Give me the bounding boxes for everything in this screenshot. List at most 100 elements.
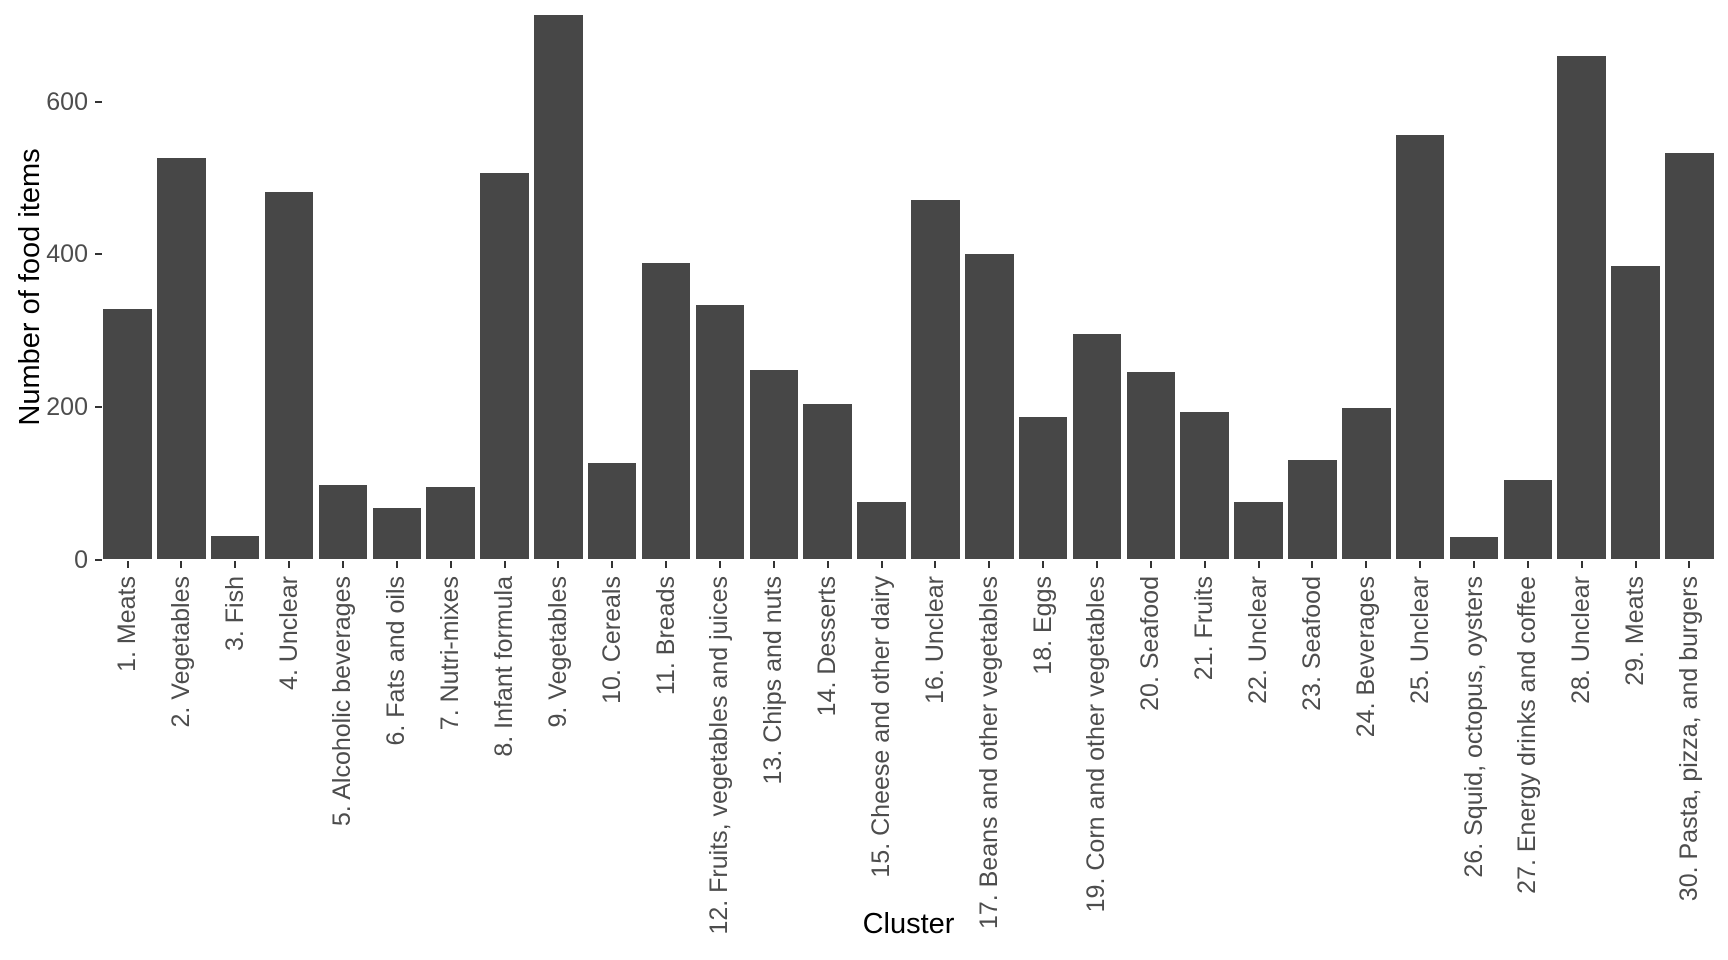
x-axis-tick-mark xyxy=(234,561,237,568)
bar xyxy=(1611,265,1660,560)
bar xyxy=(1072,333,1122,560)
x-axis-tick-label: 29. Meats xyxy=(1621,576,1650,686)
bar xyxy=(1665,152,1714,560)
x-axis-tick-mark xyxy=(1365,561,1368,568)
x-axis-tick-label: 17. Beans and other vegetables xyxy=(974,576,1003,930)
x-axis-tick-mark xyxy=(880,561,883,568)
bar xyxy=(480,172,529,560)
x-axis-tick-mark xyxy=(611,561,614,568)
x-axis-tick-mark xyxy=(718,561,721,568)
y-axis-tick-label: 200 xyxy=(46,392,88,421)
x-axis-tick-mark xyxy=(395,561,398,568)
bar xyxy=(157,158,206,560)
bar xyxy=(1018,416,1068,560)
bar xyxy=(749,370,799,560)
y-axis-tick-label: 600 xyxy=(46,87,88,116)
x-axis-tick-mark xyxy=(1688,561,1691,568)
bar xyxy=(641,263,691,560)
x-axis-tick-label: 15. Cheese and other dairy xyxy=(867,576,896,878)
bar xyxy=(426,487,475,560)
bar xyxy=(103,309,152,560)
bar xyxy=(587,463,637,560)
y-axis-tick-mark xyxy=(94,558,102,561)
x-axis-tick-mark xyxy=(503,561,506,568)
x-axis-tick-mark xyxy=(180,561,183,568)
x-axis-tick-label: 7. Nutri-mixes xyxy=(436,576,465,731)
x-axis-tick-label: 3. Fish xyxy=(220,576,249,652)
bar xyxy=(318,484,368,560)
y-axis-tick-mark xyxy=(94,100,102,103)
x-axis-tick-label: 22. Unclear xyxy=(1244,576,1273,704)
x-axis-tick-mark xyxy=(1634,561,1637,568)
bar xyxy=(1234,501,1283,560)
x-axis-tick-mark xyxy=(1419,561,1422,568)
x-axis-tick-mark xyxy=(126,561,129,568)
x-axis-tick-label: 8. Infant formula xyxy=(490,576,519,757)
bar xyxy=(1180,412,1229,560)
x-axis-tick-label: 21. Fruits xyxy=(1190,576,1219,681)
x-axis-tick-mark xyxy=(1203,561,1206,568)
x-axis-tick-mark xyxy=(1526,561,1529,568)
bar xyxy=(210,535,260,560)
y-axis-tick-mark xyxy=(94,253,102,256)
x-axis-tick-label: 13. Chips and nuts xyxy=(759,576,788,785)
bar xyxy=(965,254,1014,560)
x-axis-tick-label: 18. Eggs xyxy=(1028,576,1057,675)
x-axis-tick-mark xyxy=(1149,561,1152,568)
x-axis-tick-label: 28. Unclear xyxy=(1567,576,1596,704)
bar xyxy=(372,508,422,560)
x-axis-tick-label: 12. Fruits, vegetables and juices xyxy=(705,576,734,935)
y-axis-tick-label: 400 xyxy=(46,240,88,269)
x-axis-tick-label: 5. Alcoholic beverages xyxy=(328,576,357,827)
x-axis-tick-label: 20. Seafood xyxy=(1136,576,1165,711)
x-axis-tick-mark xyxy=(988,561,991,568)
x-axis-title: Cluster xyxy=(862,908,955,940)
bar xyxy=(1449,537,1499,560)
x-axis-tick-label: 6. Fats and oils xyxy=(382,576,411,746)
bar xyxy=(1288,459,1337,560)
bar xyxy=(1342,407,1391,560)
bar xyxy=(695,304,745,560)
x-axis-tick-label: 1. Meats xyxy=(113,576,141,672)
bar xyxy=(803,403,852,560)
x-axis-tick-label: 2. Vegetables xyxy=(166,576,195,728)
x-axis-tick-mark xyxy=(1095,561,1098,568)
x-axis-tick-mark xyxy=(665,561,668,568)
x-axis-tick-label: 24. Beverages xyxy=(1351,576,1380,738)
x-axis-tick-mark xyxy=(1042,561,1045,568)
bar xyxy=(264,191,314,560)
x-axis-tick-label: 25. Unclear xyxy=(1405,576,1434,704)
x-axis-tick-mark xyxy=(1473,561,1475,568)
x-axis-tick-mark xyxy=(772,561,775,568)
x-axis-tick-label: 26. Squid, octopus, oysters xyxy=(1459,576,1488,878)
x-axis-tick-label: 9. Vegetables xyxy=(543,576,572,728)
x-axis-tick-mark xyxy=(1311,561,1314,568)
bar xyxy=(1503,480,1553,560)
x-axis-tick-label: 23. Seafood xyxy=(1297,576,1326,711)
x-axis-tick-label: 14. Desserts xyxy=(813,576,842,717)
bar xyxy=(534,14,583,560)
x-axis-tick-mark xyxy=(557,561,560,568)
x-axis-tick-label: 11. Breads xyxy=(651,576,680,696)
bar xyxy=(1557,55,1606,560)
bar xyxy=(857,501,906,560)
x-axis-tick-mark xyxy=(1580,561,1583,568)
x-axis-tick-mark xyxy=(449,561,452,568)
x-axis-tick-mark xyxy=(1257,561,1260,568)
x-axis-tick-label: 19. Corn and other vegetables xyxy=(1082,576,1111,913)
x-axis-tick-label: 30. Pasta, pizza, and burgers xyxy=(1674,576,1703,902)
bar xyxy=(1395,135,1445,560)
bar xyxy=(911,200,960,560)
x-axis-tick-mark xyxy=(341,561,344,568)
x-axis-tick-label: 10. Cereals xyxy=(597,576,626,704)
x-axis-tick-mark xyxy=(934,561,937,568)
bar xyxy=(1126,371,1176,560)
x-axis-tick-mark xyxy=(288,561,291,568)
x-axis-tick-label: 16. Unclear xyxy=(920,576,949,704)
y-axis-title: Number of food items xyxy=(14,148,46,426)
x-axis-tick-mark xyxy=(826,561,829,568)
x-axis-tick-label: 27. Energy drinks and coffee xyxy=(1513,576,1542,894)
y-axis-tick-mark xyxy=(94,405,102,408)
